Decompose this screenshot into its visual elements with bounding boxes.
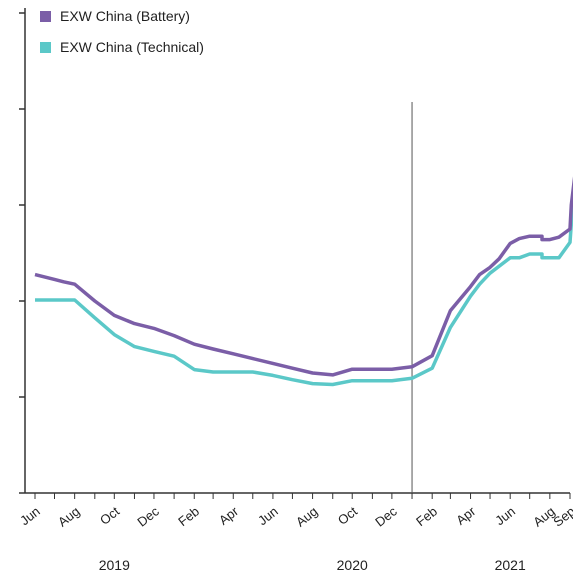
legend-label-technical: EXW China (Technical)	[60, 39, 204, 55]
series-line-technical	[35, 190, 573, 387]
year-labels: 2019 2020 2021	[99, 557, 526, 573]
year-label-2020: 2020	[337, 557, 368, 573]
x-tick-label-3: Dec	[134, 503, 162, 529]
x-tick-label-4: Feb	[175, 504, 202, 530]
x-tick-label-0: Jun	[17, 504, 43, 529]
x-tick-label-8: Oct	[335, 503, 360, 528]
x-tick-label-9: Dec	[372, 503, 400, 529]
x-tick-label-2: Oct	[97, 503, 122, 528]
legend-item-battery: EXW China (Battery)	[40, 6, 204, 26]
axes	[19, 8, 570, 494]
x-axis-ticks: Jun Aug Oct Dec Feb Apr Jun Aug Oct Dec Feb Apr Jun A…	[17, 493, 573, 530]
year-label-2021: 2021	[495, 557, 526, 573]
x-tick-label-6: Jun	[255, 504, 281, 529]
legend-swatch-battery	[40, 10, 51, 22]
legend-item-technical: EXW China (Technical)	[40, 37, 204, 57]
year-label-2019: 2019	[99, 557, 130, 573]
series-line-battery	[34, 176, 573, 377]
series-lines	[34, 176, 573, 387]
x-tick-label-10: Feb	[413, 504, 440, 530]
x-tick-label-1: Aug	[55, 504, 82, 530]
x-tick-label-14: Sep	[550, 504, 573, 530]
x-tick-label-5: Apr	[216, 503, 242, 528]
x-tick-label-11: Apr	[453, 503, 479, 528]
legend-swatch-technical	[40, 41, 51, 53]
legend: EXW China (Battery) EXW China (Technical…	[40, 6, 204, 68]
x-tick-label-7: Aug	[293, 504, 320, 530]
x-tick-label-12: Jun	[492, 504, 518, 529]
legend-label-battery: EXW China (Battery)	[60, 8, 190, 24]
